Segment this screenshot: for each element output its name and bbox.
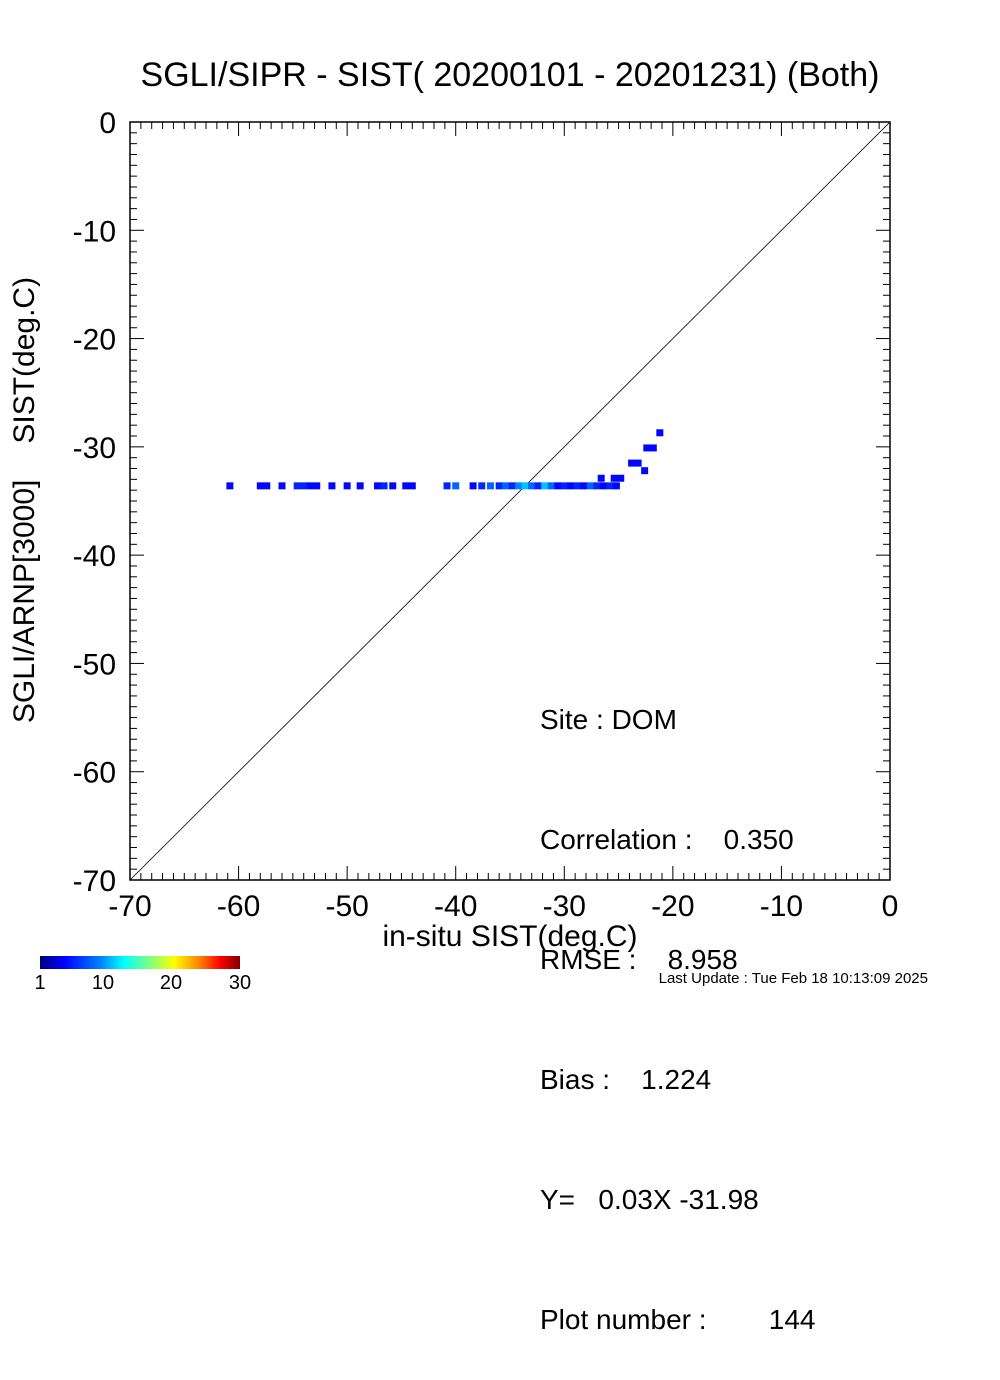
data-point (443, 482, 451, 490)
y-tick-label: -60 (73, 757, 116, 790)
data-point (554, 482, 562, 490)
stat-correlation: Correlation : 0.350 (540, 824, 794, 855)
stat-fit: Y= 0.03X -31.98 (540, 1184, 759, 1215)
y-axis-label-part-2: SIST(deg.C) (8, 276, 41, 444)
data-point (300, 482, 308, 490)
data-point (597, 474, 605, 482)
colorbar-tick-label: 20 (159, 972, 183, 994)
data-point (486, 482, 494, 490)
data-point (586, 482, 594, 490)
x-tick-label: -70 (108, 890, 151, 923)
data-point (560, 482, 568, 490)
x-tick-label: -40 (434, 890, 477, 923)
one-to-one-line (129, 121, 891, 881)
y-tick-label: -10 (73, 215, 116, 248)
data-point (402, 482, 410, 490)
data-point (374, 482, 382, 490)
data-point (656, 429, 664, 437)
data-point (643, 444, 651, 452)
data-point (515, 482, 523, 490)
y-tick-label: 0 (99, 107, 116, 140)
data-point (593, 482, 601, 490)
data-point (313, 482, 321, 490)
y-tick-label: -30 (73, 432, 116, 465)
data-point (573, 482, 581, 490)
data-point (547, 482, 555, 490)
data-point (606, 482, 614, 490)
stat-bias: Bias : 1.224 (540, 1064, 712, 1095)
data-point (634, 459, 642, 467)
x-axis-label: in-situ SIST(deg.C) (382, 920, 638, 953)
x-tick-label: -10 (760, 890, 803, 923)
data-point (495, 482, 503, 490)
data-point (256, 482, 264, 490)
x-tick-label: -50 (325, 890, 368, 923)
data-point (528, 482, 536, 490)
data-point (452, 482, 460, 490)
data-point (263, 482, 271, 490)
data-point (293, 482, 301, 490)
data-point (612, 482, 620, 490)
data-point (610, 474, 618, 482)
y-tick-label: -40 (73, 540, 116, 573)
data-point (617, 474, 625, 482)
data-point (502, 482, 510, 490)
data-point (567, 482, 575, 490)
data-point (389, 482, 397, 490)
data-point (226, 482, 234, 490)
stat-plot-number: Plot number : 144 (540, 1304, 816, 1335)
data-point (580, 482, 588, 490)
chart-title: SGLI/SIPR - SIST( 20200101 - 20201231) (… (140, 56, 880, 94)
stat-site: Site : DOM (540, 704, 677, 735)
data-point (408, 482, 416, 490)
data-point (628, 459, 636, 467)
data-point (641, 467, 649, 475)
colorbar-tick-label: 10 (91, 972, 115, 994)
y-axis-label: SGLI/ARNP[3000] SIST(deg.C) (8, 277, 42, 723)
stat-rmse: RMSE : 8.958 (540, 944, 738, 975)
data-point (278, 482, 286, 490)
x-tick-label: 0 (882, 890, 899, 923)
data-point (306, 482, 314, 490)
x-tick-label: -20 (651, 890, 694, 923)
data-point (508, 482, 516, 490)
y-tick-label: -20 (73, 324, 116, 357)
colorbar-tick-label: 1 (34, 972, 46, 994)
data-point (343, 482, 351, 490)
scatter-plot: -70 -60 -50 -40 -30 -20 -10 0 0 -10 -20 -30 -40 -50 -6… (73, 107, 899, 923)
last-update: Last Update : Tue Feb 18 10:13:09 2025 (658, 970, 928, 987)
data-point (534, 482, 542, 490)
x-tick-label: -60 (217, 890, 260, 923)
y-tick-label: -50 (73, 648, 116, 681)
data-point (541, 482, 549, 490)
data-point (356, 482, 364, 490)
data-point (478, 482, 486, 490)
data-point (469, 482, 477, 490)
colorbar (40, 956, 240, 969)
data-point (649, 444, 657, 452)
data-point (599, 482, 607, 490)
colorbar-tick-label: 30 (228, 972, 252, 994)
y-axis-label-part-1: SGLI/ARNP[3000] (8, 479, 41, 724)
data-point (521, 482, 529, 490)
stats-box: Site : DOM Correlation : 0.350 RMSE : 8.… (540, 620, 815, 1380)
data-point (380, 482, 388, 490)
x-tick-label: -30 (543, 890, 586, 923)
data-point (328, 482, 336, 490)
y-tick-label: -70 (73, 865, 116, 898)
